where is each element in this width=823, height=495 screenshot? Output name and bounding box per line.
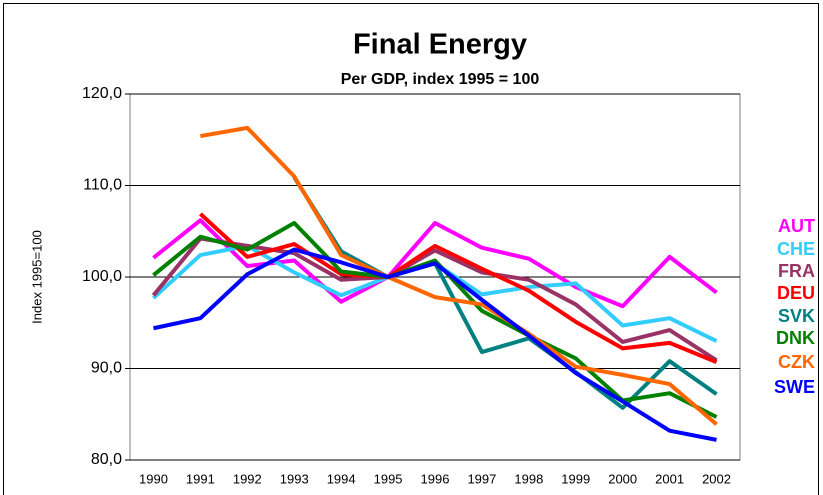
series-line	[199, 212, 718, 364]
y-tick-label: 80,0	[91, 451, 122, 468]
x-tick-label: 1995	[374, 471, 403, 486]
y-tick-label: 120,0	[82, 85, 122, 102]
series-line	[200, 125, 718, 426]
y-axis-label: Index 1995=100	[29, 230, 44, 324]
series-line	[151, 236, 718, 362]
y-tick-label: 110,0	[83, 177, 122, 194]
x-tick-label: 1993	[280, 471, 309, 486]
x-tick-label: 1997	[467, 471, 496, 486]
legend-label: AUT	[778, 216, 815, 236]
x-tick-label: 1994	[327, 471, 356, 486]
legend-label: SWE	[774, 377, 815, 397]
x-tick-label: 1996	[421, 471, 450, 486]
y-tick-label: 90,0	[91, 360, 122, 377]
x-tick-label: 1999	[561, 471, 590, 486]
legend-label: DNK	[776, 328, 815, 348]
x-tick-label: 2002	[702, 471, 731, 486]
legend-label: FRA	[778, 261, 815, 281]
chart-subtitle: Per GDP, index 1995 = 100	[341, 71, 540, 88]
legend-label: SVK	[778, 306, 815, 326]
chart-title: Final Energy	[353, 29, 527, 61]
legend-label: CZK	[778, 352, 815, 372]
x-tick-label: 2001	[655, 471, 684, 486]
x-tick-label: 1990	[139, 471, 168, 486]
series-line	[153, 247, 717, 442]
series-line	[152, 218, 718, 309]
x-tick-label: 2000	[608, 471, 637, 486]
x-tick-label: 1991	[186, 471, 215, 486]
legend-label: DEU	[777, 283, 815, 303]
y-tick-label: 100,0	[82, 268, 122, 285]
legend-label: CHE	[777, 239, 815, 259]
x-tick-label: 1998	[514, 471, 543, 486]
x-tick-label: 1992	[233, 471, 262, 486]
